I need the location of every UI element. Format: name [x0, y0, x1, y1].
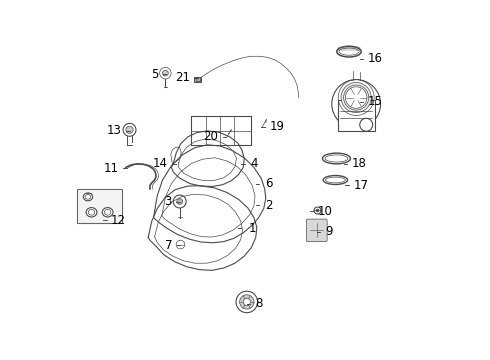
Text: 21: 21: [175, 71, 190, 84]
Text: 2: 2: [265, 199, 272, 212]
Text: 20: 20: [203, 130, 218, 144]
Ellipse shape: [83, 193, 93, 201]
Ellipse shape: [323, 176, 347, 184]
Text: 8: 8: [255, 297, 263, 310]
Circle shape: [173, 195, 186, 208]
Circle shape: [360, 118, 373, 131]
Text: 15: 15: [368, 95, 383, 108]
Ellipse shape: [85, 194, 91, 199]
Bar: [194, 77, 201, 82]
Text: 13: 13: [107, 124, 122, 137]
Circle shape: [341, 82, 371, 113]
Circle shape: [236, 291, 258, 313]
Circle shape: [177, 199, 183, 204]
Circle shape: [240, 295, 254, 309]
Ellipse shape: [104, 210, 111, 215]
Text: 19: 19: [270, 121, 284, 134]
Text: 6: 6: [265, 177, 272, 190]
Ellipse shape: [325, 177, 345, 183]
Ellipse shape: [102, 208, 113, 217]
Text: 9: 9: [326, 225, 333, 238]
Circle shape: [345, 87, 367, 108]
Bar: [77, 189, 122, 223]
Text: 10: 10: [318, 205, 333, 218]
Circle shape: [243, 298, 250, 306]
Text: 17: 17: [354, 179, 368, 192]
Circle shape: [332, 80, 381, 129]
Ellipse shape: [325, 155, 348, 162]
Ellipse shape: [86, 208, 97, 217]
Text: 7: 7: [165, 239, 172, 252]
Text: 4: 4: [250, 157, 258, 170]
Circle shape: [176, 240, 185, 249]
Text: 5: 5: [151, 68, 158, 81]
Text: 11: 11: [104, 162, 119, 175]
Ellipse shape: [337, 46, 361, 57]
Ellipse shape: [88, 210, 95, 215]
Circle shape: [163, 70, 168, 76]
Circle shape: [123, 123, 136, 136]
Text: 12: 12: [111, 214, 125, 227]
FancyBboxPatch shape: [306, 219, 327, 242]
FancyBboxPatch shape: [338, 100, 375, 131]
Text: 16: 16: [368, 52, 383, 65]
Circle shape: [126, 126, 133, 134]
Circle shape: [160, 67, 171, 79]
Ellipse shape: [339, 48, 359, 55]
Text: 18: 18: [352, 157, 367, 170]
Text: 1: 1: [248, 222, 256, 235]
Text: 14: 14: [153, 157, 168, 170]
Text: 3: 3: [164, 195, 171, 208]
Ellipse shape: [322, 153, 350, 164]
